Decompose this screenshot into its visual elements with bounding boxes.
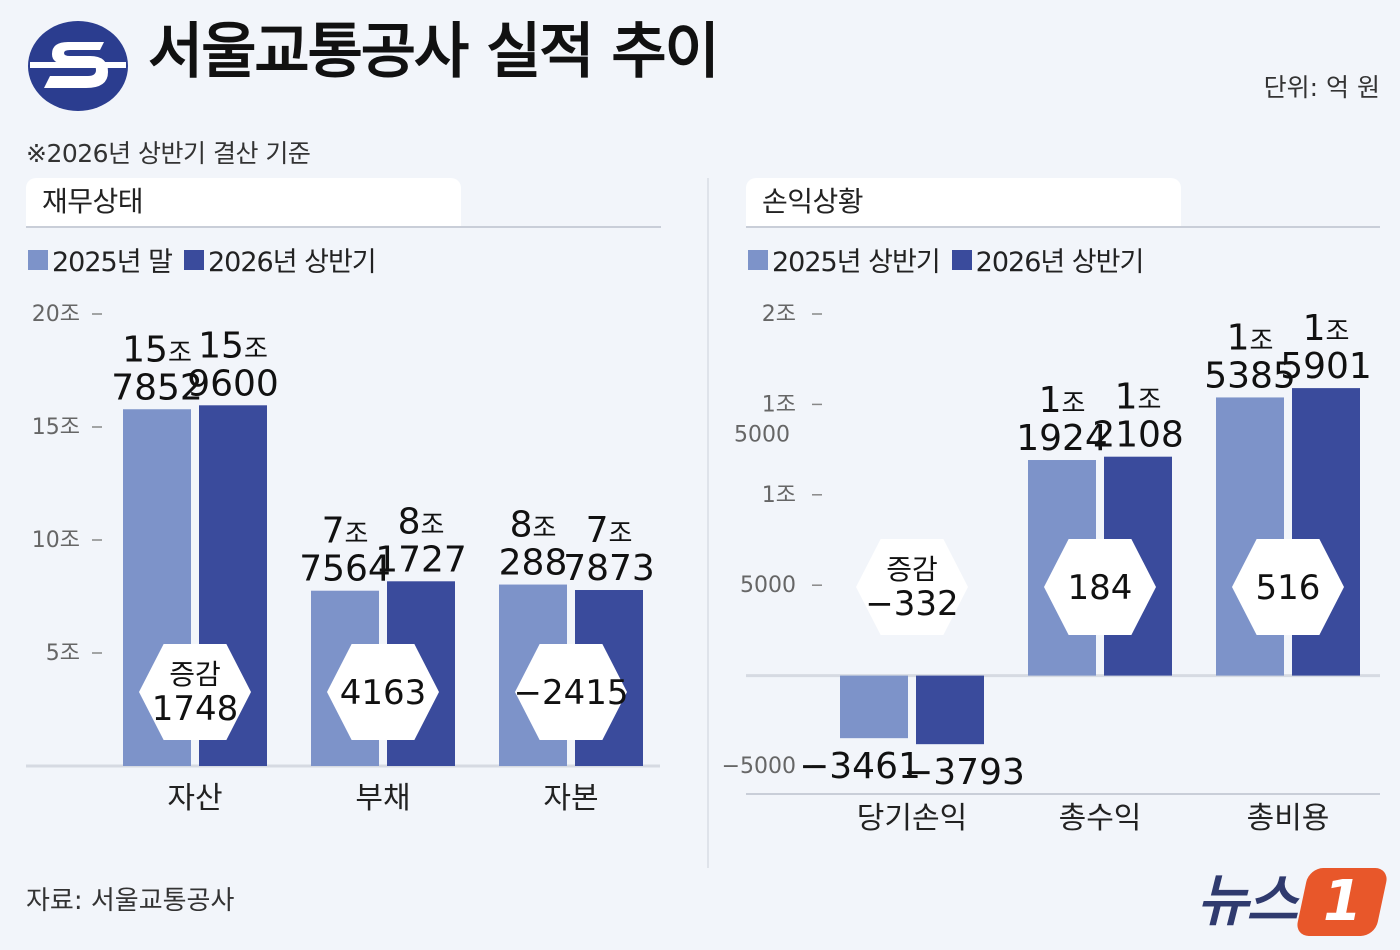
bar-prev bbox=[840, 675, 908, 739]
change-value: 4163 bbox=[340, 673, 427, 713]
y-tick-label: 20조 bbox=[32, 302, 80, 327]
change-value: 516 bbox=[1256, 568, 1321, 608]
seoul-metro-logo bbox=[28, 21, 128, 111]
change-value: −332 bbox=[865, 584, 958, 624]
bar-curr bbox=[916, 675, 984, 745]
legend-label: 2025년 상반기 bbox=[772, 247, 941, 278]
value-label: 1727 bbox=[375, 539, 467, 580]
legend-swatch-light bbox=[28, 249, 48, 270]
change-value: 1748 bbox=[152, 689, 239, 729]
y-tick-label: 5000 bbox=[740, 573, 796, 598]
change-caption: 증감 bbox=[169, 658, 221, 691]
legend-income: 2025년 상반기 2026년 상반기 bbox=[748, 240, 1155, 279]
change-hexagon bbox=[1232, 539, 1344, 635]
y-tick-label: 10조 bbox=[32, 528, 80, 553]
category-label: 총수익 bbox=[1059, 801, 1142, 836]
legend-swatch-dark bbox=[951, 249, 972, 270]
category-label: 자본 bbox=[543, 781, 598, 816]
value-label: 288 bbox=[499, 543, 568, 584]
y-tick-label: 5조 bbox=[46, 641, 80, 666]
panel-title-financial: 재무상태 bbox=[26, 178, 461, 226]
change-hexagon bbox=[515, 644, 627, 740]
value-label: 5385 bbox=[1204, 355, 1296, 396]
value-label: 7조 bbox=[586, 510, 633, 551]
change-value: −2415 bbox=[513, 673, 628, 713]
value-label: 7564 bbox=[299, 549, 391, 590]
legend-item-2025h1: 2025년 상반기 bbox=[748, 240, 941, 279]
category-label: 당기손익 bbox=[857, 801, 967, 836]
value-label: 1조 bbox=[1115, 377, 1162, 418]
legend-item-2026: 2026년 상반기 bbox=[183, 240, 377, 279]
category-label: 총비용 bbox=[1247, 801, 1330, 836]
change-value: 184 bbox=[1068, 568, 1133, 608]
value-label: 2108 bbox=[1092, 415, 1184, 456]
legend-label: 2026년 상반기 bbox=[207, 247, 377, 278]
value-label: 7873 bbox=[563, 548, 655, 589]
source-label: 자료: 서울교통공사 bbox=[26, 886, 235, 916]
basis-note: ※2026년 상반기 결산 기준 bbox=[26, 139, 311, 168]
change-hexagon bbox=[327, 644, 439, 740]
value-label: 1조 bbox=[1303, 308, 1350, 349]
value-label: 1조 bbox=[1039, 380, 1086, 421]
y-tick-label: 2조 bbox=[762, 302, 796, 327]
legend-item-2026h1: 2026년 상반기 bbox=[951, 240, 1145, 279]
panel-rule-financial bbox=[26, 226, 661, 228]
legend-swatch-dark bbox=[183, 249, 204, 270]
y-tick-label: −5000 bbox=[722, 754, 796, 779]
change-hexagon bbox=[856, 539, 968, 635]
value-label: 15조 bbox=[198, 325, 268, 366]
legend-label: 2025년 말 bbox=[52, 247, 173, 278]
value-label: 1조 bbox=[1227, 317, 1274, 358]
panel-rule-income bbox=[746, 226, 1380, 228]
value-label: 9600 bbox=[187, 363, 279, 404]
change-hexagon bbox=[139, 644, 251, 740]
unit-label: 단위: 억 원 bbox=[1263, 73, 1380, 102]
y-tick-label: 15조 bbox=[32, 415, 80, 440]
category-label: 자산 bbox=[167, 781, 222, 816]
value-label: 8조 bbox=[510, 505, 557, 546]
value-label: 5901 bbox=[1280, 346, 1372, 387]
value-label: −3793 bbox=[903, 752, 1025, 793]
brand-text: 뉴스 bbox=[1196, 869, 1298, 934]
change-caption: 증감 bbox=[886, 553, 938, 586]
y-tick-label: 5000 bbox=[734, 422, 790, 447]
value-label: 8조 bbox=[398, 501, 445, 542]
legend-item-2025: 2025년 말 bbox=[28, 240, 173, 279]
value-label: 15조 bbox=[122, 329, 192, 370]
brand-badge-text: 1 bbox=[1322, 869, 1362, 934]
legend-financial: 2025년 말 2026년 상반기 bbox=[28, 240, 388, 279]
news1-brand: 뉴스 1 bbox=[1196, 868, 1390, 936]
y-tick-label: 1조 bbox=[762, 392, 796, 417]
change-hexagon bbox=[1044, 539, 1156, 635]
value-label: 7852 bbox=[111, 367, 203, 408]
value-label: 1924 bbox=[1016, 418, 1108, 459]
legend-swatch-light bbox=[748, 249, 768, 270]
y-tick-label: 1조 bbox=[762, 483, 796, 508]
value-label: 7조 bbox=[322, 511, 369, 552]
brand-badge: 1 bbox=[1294, 868, 1390, 936]
page-title: 서울교통공사 실적 추이 bbox=[148, 17, 720, 87]
panel-divider bbox=[707, 178, 709, 868]
panel-title-income: 손익상황 bbox=[746, 178, 1181, 226]
legend-label: 2026년 상반기 bbox=[975, 247, 1145, 278]
category-label: 부채 bbox=[355, 781, 410, 816]
value-label: −3461 bbox=[799, 746, 921, 787]
